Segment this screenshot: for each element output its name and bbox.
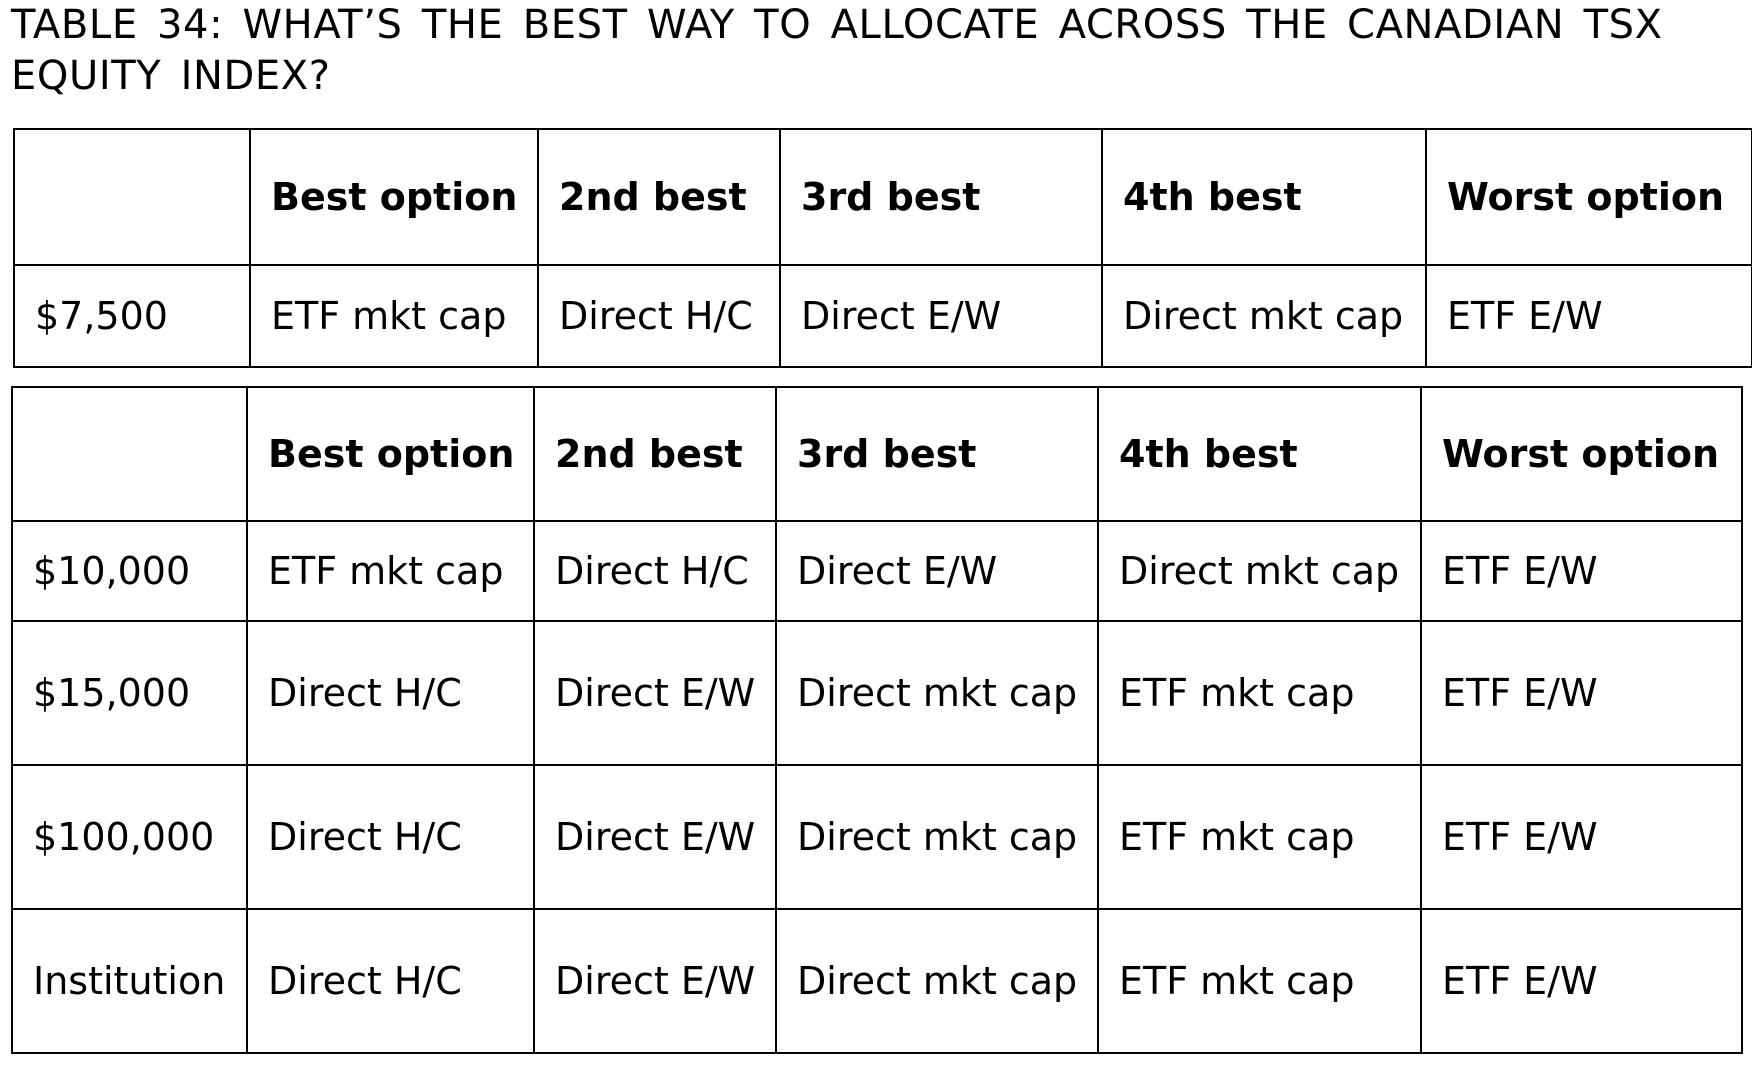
table-row: Institution Direct H/C Direct E/W Direct… xyxy=(11,908,1743,1054)
row-label-cell: $100,000 xyxy=(11,764,248,910)
header-cell-worst-option: Worst option xyxy=(1420,386,1743,522)
table-cell: ETF E/W xyxy=(1420,764,1743,910)
table-cell: Direct E/W xyxy=(533,908,777,1054)
allocation-table-7500: Best option 2nd best 3rd best 4th best W… xyxy=(13,128,1752,368)
row-label-cell: $7,500 xyxy=(13,264,251,368)
header-cell-best-option: Best option xyxy=(249,128,539,266)
allocation-table-main: Best option 2nd best 3rd best 4th best W… xyxy=(11,386,1743,1054)
table-cell: Direct mkt cap xyxy=(775,764,1099,910)
table-row: $10,000 ETF mkt cap Direct H/C Direct E/… xyxy=(11,520,1743,622)
table-cell: Direct E/W xyxy=(775,520,1099,622)
table-cell: Direct H/C xyxy=(537,264,781,368)
table-cell: ETF E/W xyxy=(1420,520,1743,622)
table-cell: ETF E/W xyxy=(1420,908,1743,1054)
table-cell: Direct mkt cap xyxy=(775,620,1099,766)
header-row: Best option 2nd best 3rd best 4th best W… xyxy=(13,128,1752,266)
table-cell: Direct H/C xyxy=(246,620,535,766)
table-cell: ETF mkt cap xyxy=(1097,620,1422,766)
table-title: TABLE 34: WHAT’S THE BEST WAY TO ALLOCAT… xyxy=(11,2,1663,99)
table-cell: ETF mkt cap xyxy=(1097,908,1422,1054)
table-row: $15,000 Direct H/C Direct E/W Direct mkt… xyxy=(11,620,1743,766)
table-cell: Direct H/C xyxy=(246,764,535,910)
header-cell-2nd-best: 2nd best xyxy=(533,386,777,522)
header-cell-2nd-best: 2nd best xyxy=(537,128,781,266)
header-cell-4th-best: 4th best xyxy=(1101,128,1427,266)
header-cell-blank xyxy=(13,128,251,266)
header-cell-worst-option: Worst option xyxy=(1425,128,1752,266)
header-cell-3rd-best: 3rd best xyxy=(775,386,1099,522)
table-cell: Direct mkt cap xyxy=(1097,520,1422,622)
table-cell: ETF mkt cap xyxy=(246,520,535,622)
row-label-cell: $15,000 xyxy=(11,620,248,766)
header-cell-3rd-best: 3rd best xyxy=(779,128,1103,266)
table-cell: ETF E/W xyxy=(1425,264,1752,368)
table-cell: Direct H/C xyxy=(246,908,535,1054)
table-cell: ETF E/W xyxy=(1420,620,1743,766)
table-cell: Direct mkt cap xyxy=(1101,264,1427,368)
header-cell-4th-best: 4th best xyxy=(1097,386,1422,522)
table-row: $7,500 ETF mkt cap Direct H/C Direct E/W… xyxy=(13,264,1752,368)
table-cell: ETF mkt cap xyxy=(1097,764,1422,910)
header-cell-best-option: Best option xyxy=(246,386,535,522)
table-cell: ETF mkt cap xyxy=(249,264,539,368)
header-cell-blank xyxy=(11,386,248,522)
table-cell: Direct H/C xyxy=(533,520,777,622)
table-cell: Direct E/W xyxy=(779,264,1103,368)
table-cell: Direct mkt cap xyxy=(775,908,1099,1054)
row-label-cell: Institution xyxy=(11,908,248,1054)
header-row: Best option 2nd best 3rd best 4th best W… xyxy=(11,386,1743,522)
table-cell: Direct E/W xyxy=(533,764,777,910)
table-row: $100,000 Direct H/C Direct E/W Direct mk… xyxy=(11,764,1743,910)
row-label-cell: $10,000 xyxy=(11,520,248,622)
table-cell: Direct E/W xyxy=(533,620,777,766)
